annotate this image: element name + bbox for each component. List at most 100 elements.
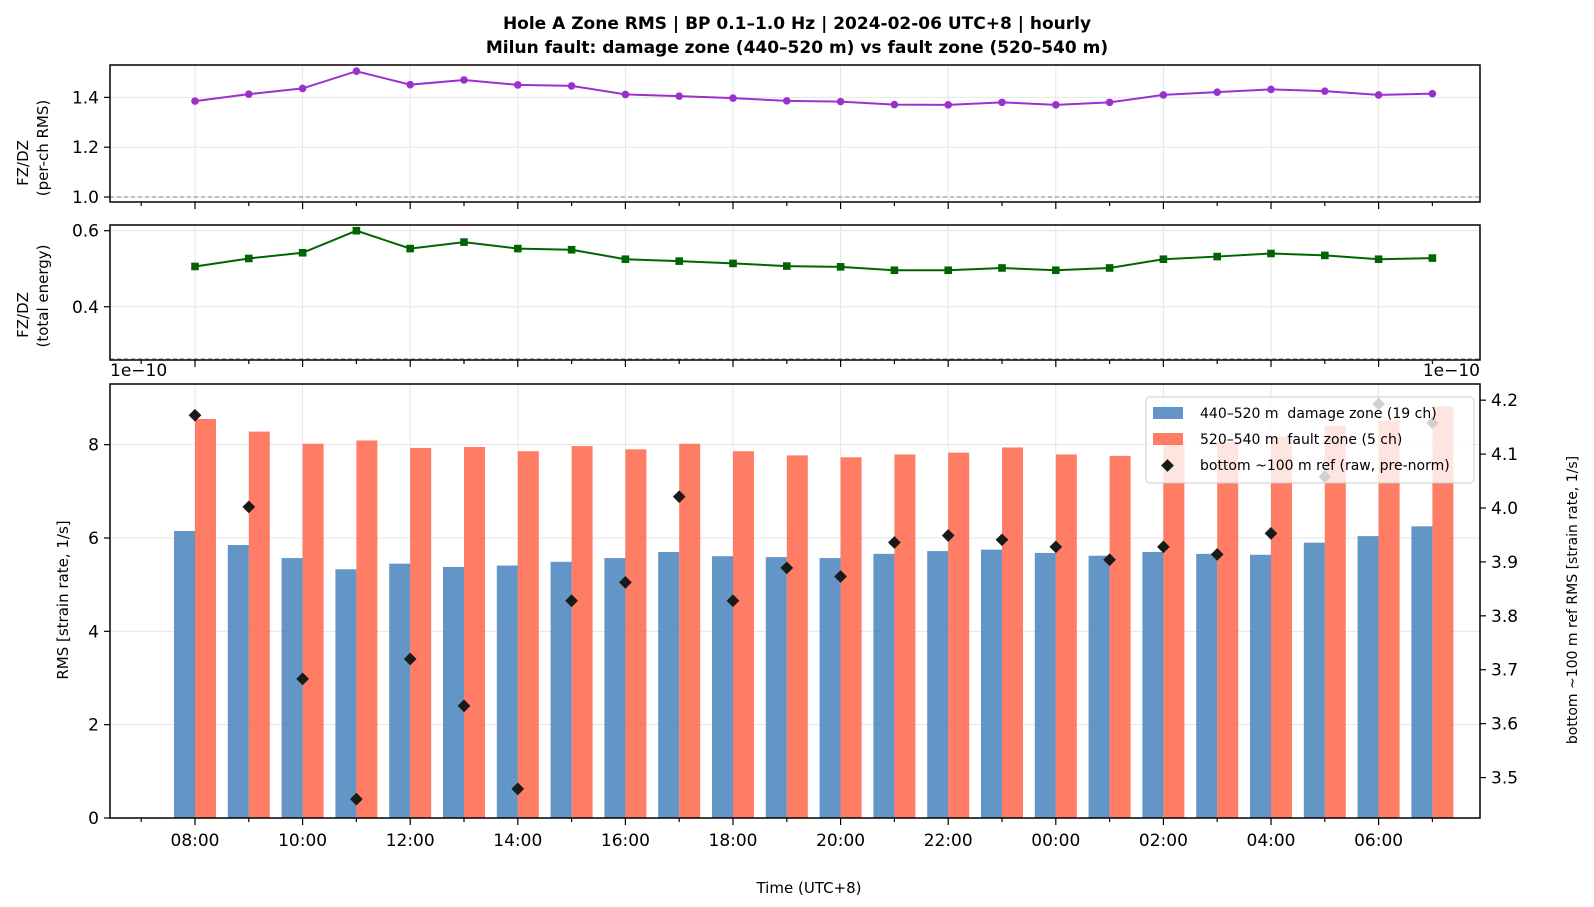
ratio-energy-grid xyxy=(110,225,1480,360)
ratio-energy-point xyxy=(944,266,952,275)
x-tick-label: 12:00 xyxy=(386,831,435,851)
fault-zone-bar xyxy=(517,451,539,818)
y-tick-label: 1.0 xyxy=(72,188,99,208)
rms-ylabel-right: bottom ~100 m ref RMS [strain rate, 1/s] xyxy=(1565,456,1581,744)
y-tick-label: 2 xyxy=(88,716,99,736)
fault-zone-bar xyxy=(894,454,916,818)
ratio-rms-point xyxy=(621,90,630,99)
damage-zone-bar xyxy=(550,561,572,818)
damage-zone-bar xyxy=(281,558,303,818)
title-line2: Milun fault: damage zone (440–520 m) vs … xyxy=(486,38,1108,58)
bottom-ref-point xyxy=(188,408,202,422)
ratio-energy-point xyxy=(729,259,737,268)
x-tick-label: 00:00 xyxy=(1031,831,1080,851)
ratio-rms-point xyxy=(352,67,361,76)
damage-zone-bar xyxy=(1196,553,1218,818)
fault-zone-bar xyxy=(410,447,432,818)
rms-ylabel: RMS [strain rate, 1/s] xyxy=(54,520,72,679)
y-tick-label: 6 xyxy=(88,529,99,549)
y-tick-label: 4 xyxy=(88,622,99,642)
fault-zone-bar xyxy=(840,457,862,818)
bottom-ref-point xyxy=(242,500,256,514)
damage-zone-bar xyxy=(496,565,518,818)
ratio-rms-point xyxy=(998,98,1006,107)
fault-zone-bar xyxy=(1324,425,1346,818)
right-axis-offset-label: 1e−10 xyxy=(1423,361,1480,381)
damage-zone-bar xyxy=(174,531,195,818)
ratio-rms-point xyxy=(567,82,576,90)
ratio-energy-point xyxy=(1052,266,1060,275)
damage-zone-bar xyxy=(1357,536,1379,818)
ratio-energy-frame xyxy=(109,224,1481,361)
x-tick-label: 04:00 xyxy=(1247,831,1296,851)
ratio-rms-point xyxy=(191,97,199,105)
ratio-rms-frame xyxy=(109,64,1481,203)
damage-zone-bar xyxy=(443,566,464,818)
y-tick-label: 1.2 xyxy=(72,138,99,158)
legend-damage-zone-swatch xyxy=(1153,407,1183,419)
ratio-energy-point xyxy=(783,262,791,270)
damage-zone-bar xyxy=(819,558,841,818)
damage-zone-bar xyxy=(335,569,357,818)
ratio-energy-point xyxy=(1321,251,1329,260)
fault-zone-bar xyxy=(302,443,324,818)
ratio-rms-line xyxy=(194,70,1433,106)
fault-zone-bar xyxy=(1271,436,1292,818)
x-tick-label: 06:00 xyxy=(1354,831,1403,851)
ratio-energy-ylabel-line2: (total energy) xyxy=(34,244,52,347)
fault-zone-bar xyxy=(464,447,485,818)
ratio-energy-point xyxy=(352,226,361,235)
legend-damage-zone-label: 440–520 m damage zone (19 ch) xyxy=(1200,406,1437,422)
legend: 440–520 m damage zone (19 ch) 520–540 m … xyxy=(1145,396,1475,484)
ratio-energy-point xyxy=(460,238,468,246)
ratio-energy-point xyxy=(836,263,845,271)
x-tick-label: 08:00 xyxy=(171,831,220,851)
ratio-rms-grid xyxy=(110,65,1480,202)
fault-zone-bar xyxy=(1055,454,1077,818)
ratio-rms-panel: 1.0 1.2 1.4 FZ/DZ (per-ch RMS) xyxy=(14,64,1481,209)
ratio-energy-panel: 0.4 0.6 FZ/DZ (total energy) xyxy=(14,222,1481,367)
ratio-energy-point xyxy=(567,245,576,254)
fault-zone-bar xyxy=(248,431,270,818)
y-tick-label: 0.6 xyxy=(72,222,99,242)
damage-zone-bar xyxy=(658,552,680,818)
damage-zone-bar xyxy=(981,549,1002,818)
fault-zone-bar xyxy=(1002,447,1023,818)
damage-zone-bar xyxy=(1142,552,1164,818)
y-tick-label: 8 xyxy=(88,436,99,456)
x-tick-label: 10:00 xyxy=(278,831,327,851)
rms-bars xyxy=(174,406,1454,818)
fault-zone-bar xyxy=(195,419,216,818)
damage-zone-bar xyxy=(1250,554,1271,818)
damage-zone-bar xyxy=(927,551,949,818)
x-tick-label: 20:00 xyxy=(816,831,865,851)
ratio-rms-point xyxy=(944,101,952,109)
damage-zone-bar xyxy=(712,556,733,818)
x-tick-label: 18:00 xyxy=(709,831,758,851)
ratio-energy-point xyxy=(1159,255,1168,264)
rms-x-ticks: 08:00 10:00 12:00 14:00 16:00 18:00 20:00 22:00… xyxy=(140,818,1434,851)
ratio-rms-point xyxy=(298,84,307,93)
y-tick-label: 0 xyxy=(88,809,99,829)
damage-zone-bar xyxy=(1303,542,1325,818)
fault-zone-bar xyxy=(1378,420,1400,818)
damage-zone-bar xyxy=(873,553,895,818)
y2-tick-label: 3.8 xyxy=(1491,607,1518,627)
x-tick-label: 22:00 xyxy=(924,831,973,851)
ratio-rms-point xyxy=(729,94,737,102)
fault-zone-bar xyxy=(625,449,647,818)
ratio-rms-point xyxy=(675,92,683,100)
ratio-energy-x-ticks xyxy=(140,360,1434,367)
ratio-energy-point xyxy=(514,244,522,253)
rms-bar-panel: 0 2 4 6 8 3.5 3.6 3.7 3.8 3.9 4.0 4.1 4.2 08:00 10:0… xyxy=(54,361,1581,851)
ratio-rms-point xyxy=(836,97,845,106)
ratio-rms-point xyxy=(460,76,468,84)
y2-tick-label: 3.5 xyxy=(1491,769,1518,789)
y2-tick-label: 3.9 xyxy=(1491,553,1518,573)
fault-zone-bar xyxy=(948,452,970,818)
x-axis-label: Time (UTC+8) xyxy=(755,879,861,897)
legend-fault-zone-swatch xyxy=(1153,433,1183,445)
ratio-energy-point xyxy=(1267,249,1275,258)
ratio-energy-point xyxy=(621,255,630,264)
ratio-rms-point xyxy=(1159,91,1168,99)
